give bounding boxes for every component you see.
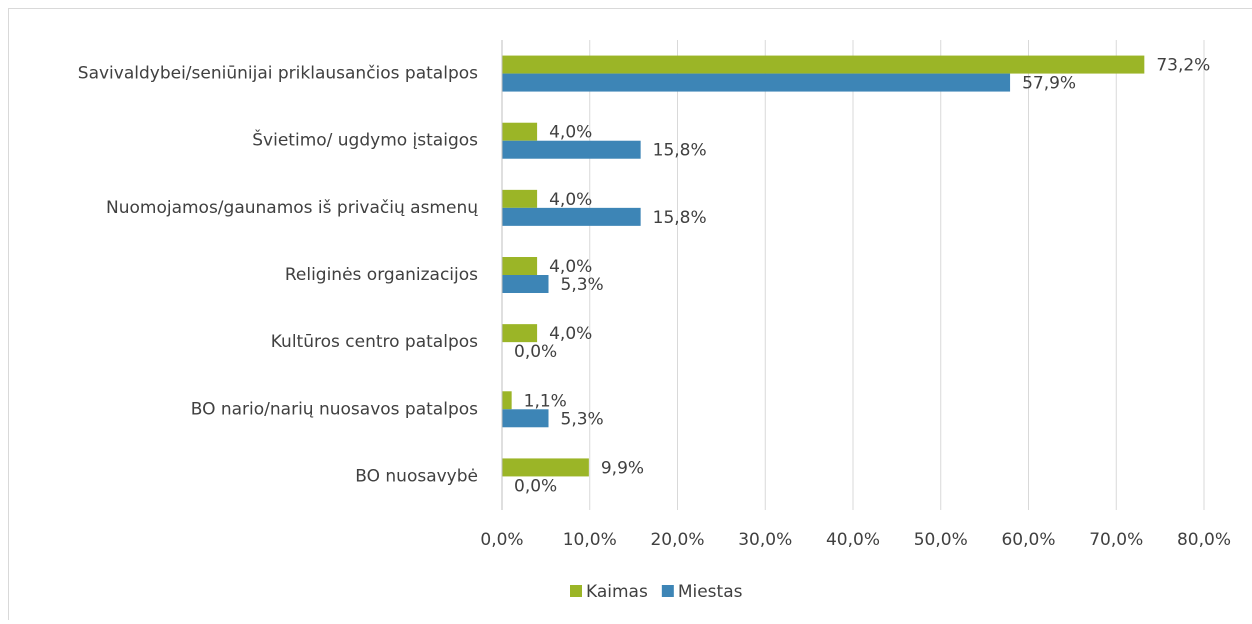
legend-swatch	[570, 585, 582, 597]
data-label: 9,9%	[601, 458, 644, 478]
data-label: 5,3%	[561, 275, 604, 295]
data-label: 57,9%	[1022, 74, 1076, 94]
x-tick-label: 40,0%	[826, 530, 880, 550]
data-label: 4,0%	[549, 257, 592, 277]
bar	[502, 409, 549, 427]
y-tick-label: Religinės organizacijos	[285, 265, 478, 285]
x-tick-label: 30,0%	[738, 530, 792, 550]
x-tick-label: 70,0%	[1089, 530, 1143, 550]
y-tick-label: Nuomojamos/gaunamos iš privačių asmenų	[106, 198, 478, 218]
x-tick-label: 50,0%	[914, 530, 968, 550]
y-tick-label: Savivaldybei/seniūnijai priklausančios p…	[78, 64, 478, 84]
bar	[502, 208, 641, 226]
data-label: 15,8%	[653, 208, 707, 228]
bar	[502, 56, 1144, 74]
bar	[502, 141, 641, 159]
data-label: 4,0%	[549, 123, 592, 143]
bar	[502, 275, 549, 293]
bar	[502, 458, 589, 476]
bar	[502, 257, 537, 275]
data-label: 15,8%	[653, 141, 707, 161]
chart-border	[9, 9, 1252, 621]
legend-swatch	[662, 585, 674, 597]
legend-label: Miestas	[678, 582, 743, 602]
y-tick-label: Švietimo/ ugdymo įstaigos	[252, 129, 478, 151]
y-tick-label: Kultūros centro patalpos	[271, 332, 478, 352]
bar	[502, 123, 537, 141]
data-label: 0,0%	[514, 476, 557, 496]
y-tick-label: BO nario/narių nuosavos patalpos	[191, 399, 478, 419]
bar	[502, 74, 1010, 92]
y-tick-label: BO nuosavybė	[355, 466, 478, 486]
bar	[502, 190, 537, 208]
bar	[502, 324, 537, 342]
x-tick-label: 10,0%	[563, 530, 617, 550]
data-label: 4,0%	[549, 190, 592, 210]
bar	[502, 391, 512, 409]
data-label: 5,3%	[561, 409, 604, 429]
x-tick-label: 0,0%	[480, 530, 523, 550]
data-label: 0,0%	[514, 342, 557, 362]
x-tick-label: 60,0%	[1001, 530, 1055, 550]
x-tick-label: 20,0%	[650, 530, 704, 550]
x-tick-label: 80,0%	[1177, 530, 1231, 550]
data-label: 4,0%	[549, 324, 592, 344]
data-label: 73,2%	[1156, 56, 1210, 76]
data-label: 1,1%	[524, 391, 567, 411]
legend-label: Kaimas	[586, 582, 648, 602]
